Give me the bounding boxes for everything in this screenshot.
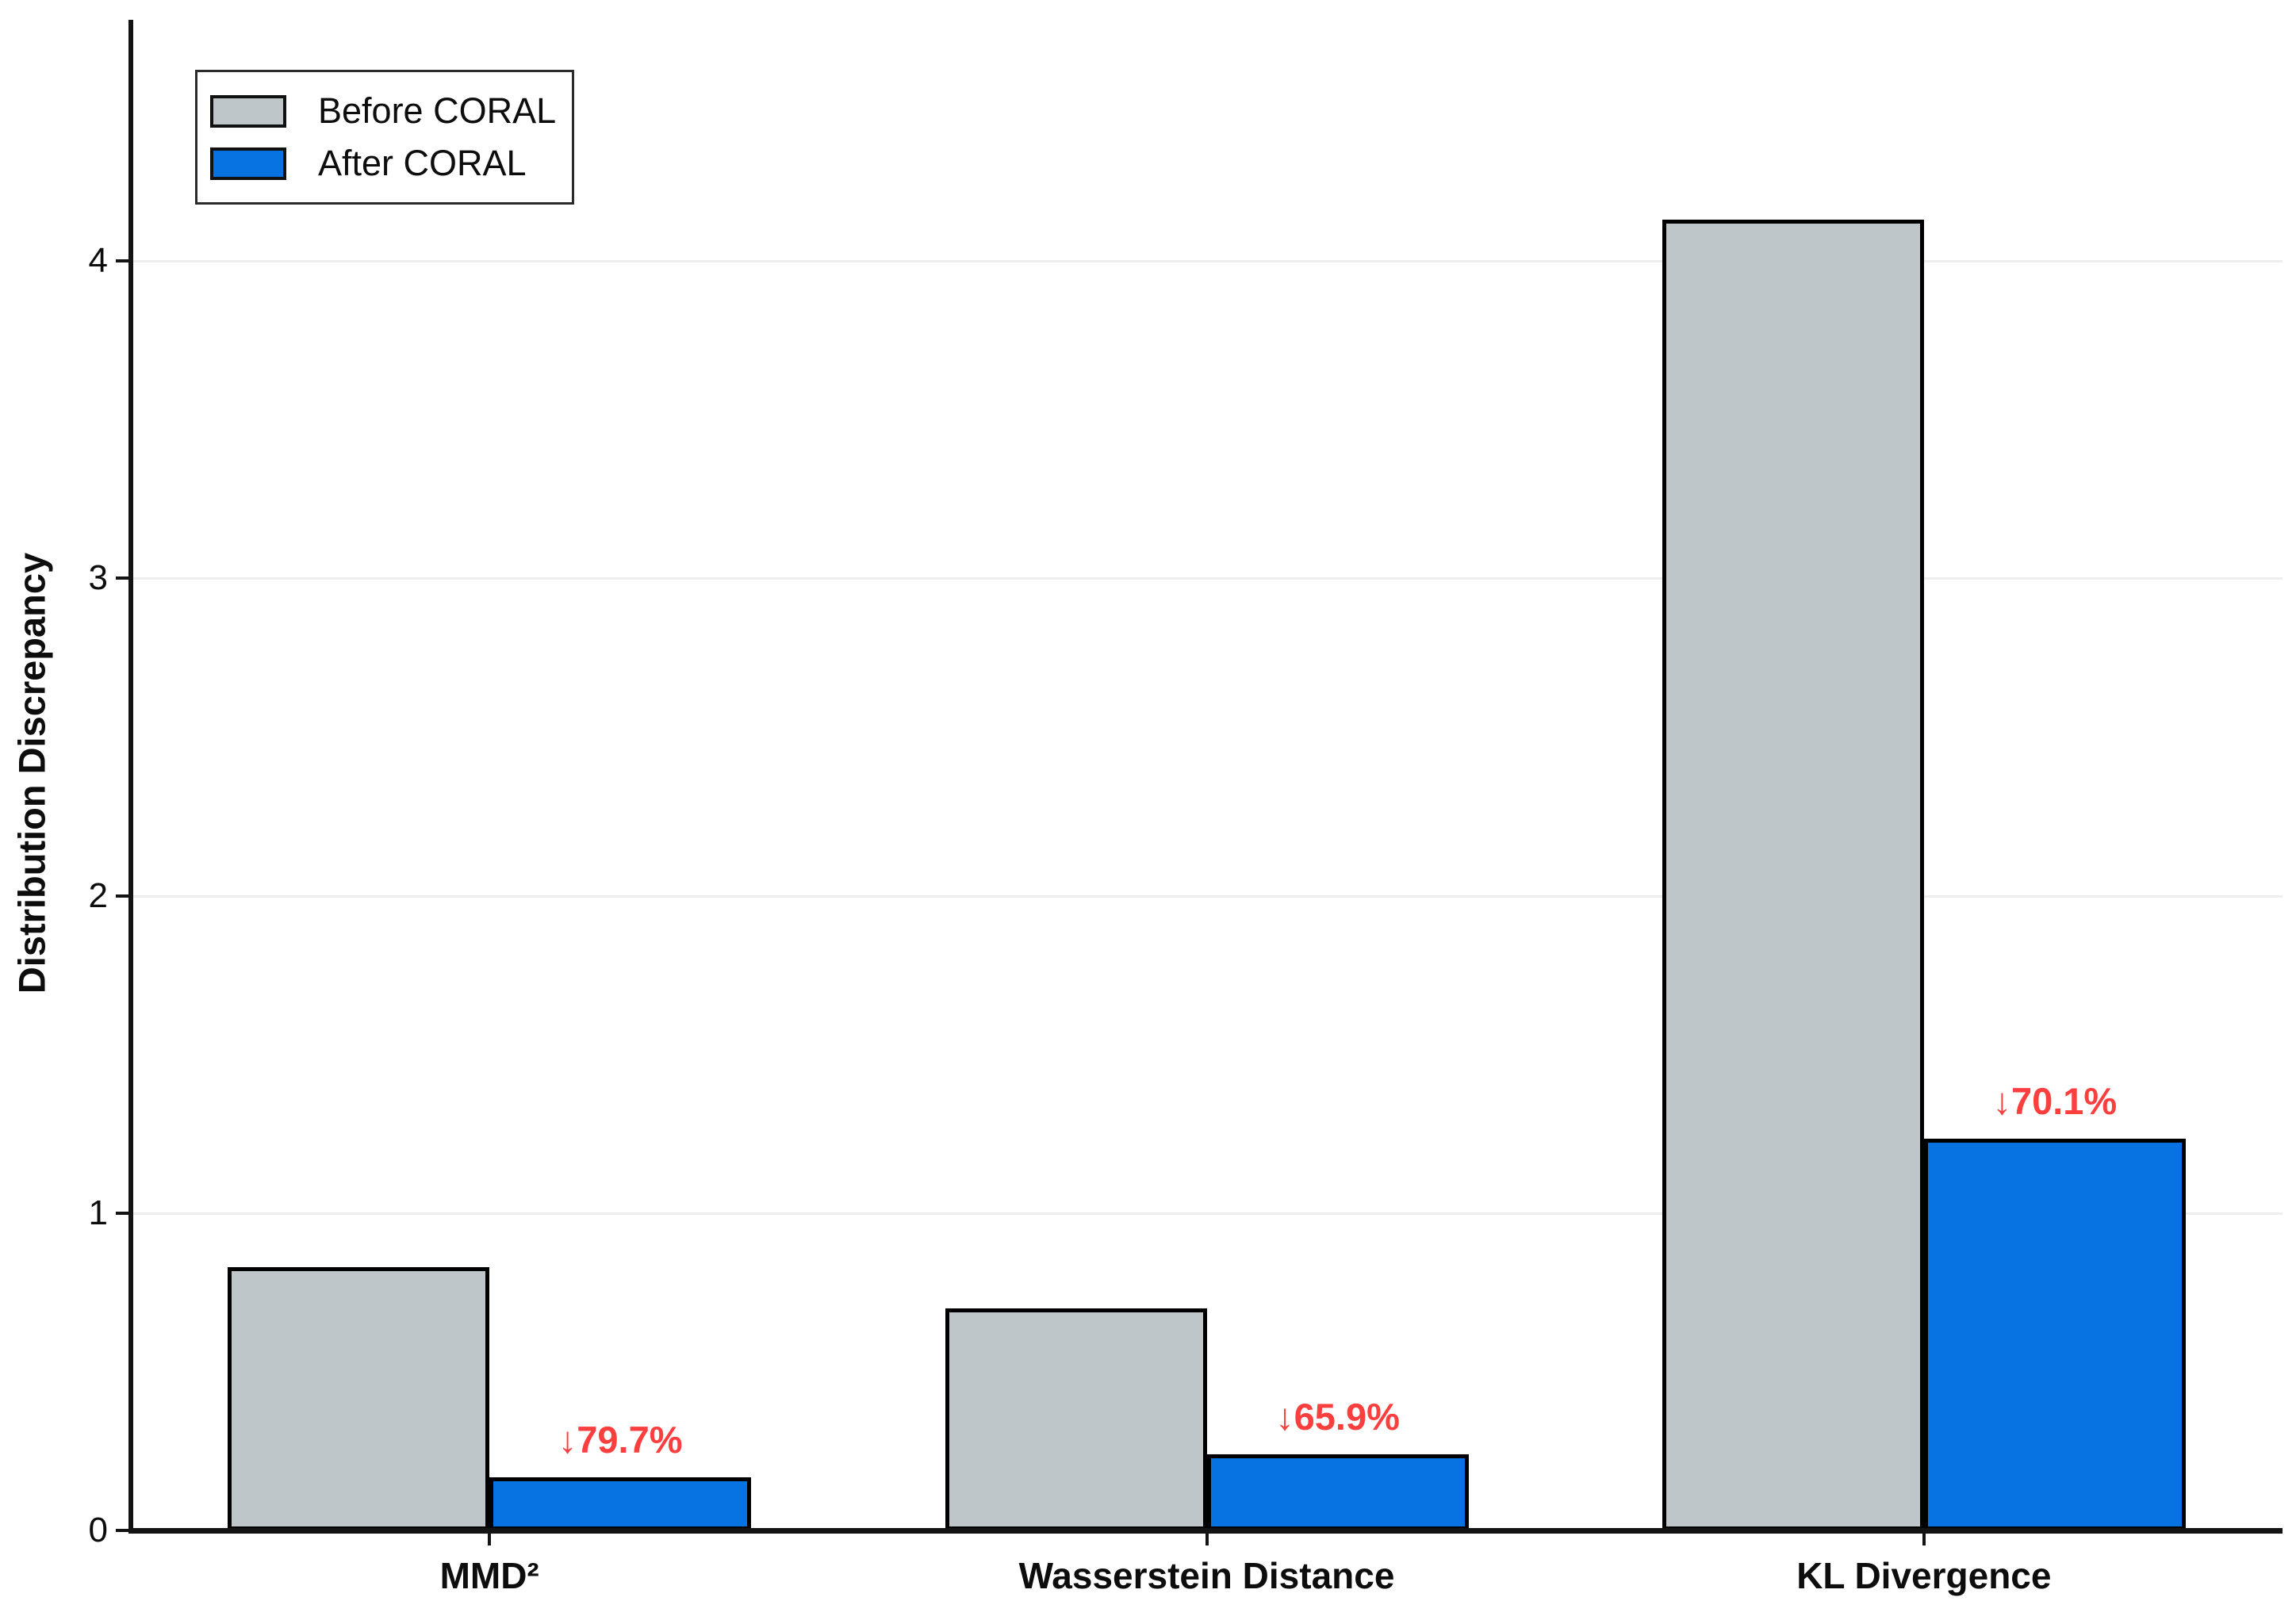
legend-item-before-coral: Before CORAL xyxy=(210,85,556,137)
legend-label-after-coral: After CORAL xyxy=(318,143,527,183)
bar-before-coral-wasserstein-distance xyxy=(945,1308,1207,1530)
reduction-annotation-kl-divergence: ↓70.1% xyxy=(1992,1079,2118,1122)
y-tick-2 xyxy=(116,894,128,898)
category-label-mmd: MMD² xyxy=(439,1555,539,1596)
y-tick-label-3: 3 xyxy=(88,558,108,598)
legend-item-after-coral: After CORAL xyxy=(210,137,556,190)
bar-after-coral-mmd xyxy=(489,1477,752,1530)
y-tick-3 xyxy=(116,576,128,580)
x-tick-wasserstein-distance xyxy=(1205,1533,1209,1545)
reduction-annotation-wasserstein-distance: ↓65.9% xyxy=(1275,1396,1400,1438)
x-axis-line xyxy=(128,1527,2283,1534)
category-label-wasserstein-distance: Wasserstein Distance xyxy=(1018,1555,1395,1596)
y-tick-label-0: 0 xyxy=(88,1511,108,1549)
y-tick-4 xyxy=(116,259,128,263)
gridline-y-3 xyxy=(131,577,2283,580)
y-tick-label-2: 2 xyxy=(88,875,108,915)
y-tick-label-4: 4 xyxy=(88,241,108,281)
reduction-annotation-mmd: ↓79.7% xyxy=(558,1418,683,1461)
bar-before-coral-kl-divergence xyxy=(1662,220,1924,1530)
legend-label-before-coral: Before CORAL xyxy=(318,90,557,131)
y-axis-label: Distribution Discrepancy xyxy=(10,552,53,994)
bar-after-coral-wasserstein-distance xyxy=(1206,1454,1469,1530)
category-label-kl-divergence: KL Divergence xyxy=(1796,1555,2052,1596)
legend-swatch-before-coral xyxy=(210,94,286,128)
gridline-y-1 xyxy=(131,1212,2283,1215)
bar-before-coral-mmd xyxy=(228,1266,490,1530)
gridline-y-4 xyxy=(131,260,2283,263)
legend-swatch-after-coral xyxy=(210,147,286,180)
y-tick-0 xyxy=(116,1529,128,1532)
y-axis-line xyxy=(128,20,133,1534)
gridline-y-2 xyxy=(131,894,2283,898)
x-tick-mmd xyxy=(488,1533,492,1545)
x-tick-kl-divergence xyxy=(1922,1533,1926,1545)
y-tick-1 xyxy=(116,1211,128,1215)
legend: Before CORAL After CORAL xyxy=(195,70,574,205)
y-tick-label-1: 1 xyxy=(88,1193,108,1232)
bar-after-coral-kl-divergence xyxy=(1923,1138,2186,1530)
